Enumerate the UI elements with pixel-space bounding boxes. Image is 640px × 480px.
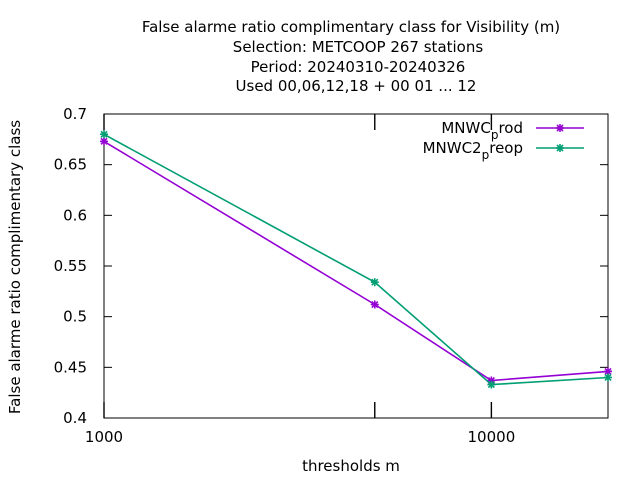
y-tick-label: 0.45 <box>54 358 87 376</box>
axis-ticks: 0.4 0.45 0.5 0.55 0.6 0.65 0.7 1000 10000 <box>54 105 608 446</box>
chart-title-line-1: False alarme ratio complimentary class f… <box>142 18 560 36</box>
data-point-series-2 <box>604 373 612 382</box>
chart-title-line-4: Used 00,06,12,18 + 00 01 ... 12 <box>236 77 477 95</box>
series-line-1 <box>103 140 609 382</box>
marker-stroke <box>100 130 108 138</box>
y-axis-label: False alarme ratio complimentary class <box>6 120 24 414</box>
data-point-series-2 <box>100 130 108 139</box>
legend-label-series-2: MNWC2preop <box>423 139 523 162</box>
x-tick-label: 1000 <box>85 428 123 446</box>
y-tick-label: 0.7 <box>63 105 87 123</box>
y-tick-label: 0.4 <box>63 409 87 427</box>
marker-stroke <box>100 137 108 145</box>
y-tick-label: 0.5 <box>63 308 87 326</box>
marker-stroke <box>556 144 564 152</box>
y-tick-label: 0.65 <box>54 156 87 174</box>
x-axis-label: thresholds m <box>302 457 400 475</box>
data-point-series-2 <box>370 278 379 287</box>
chart-title-line-3: Period: 20240310-20240326 <box>251 58 466 76</box>
marker-stroke <box>556 124 564 132</box>
plot-frame <box>103 113 609 419</box>
legend-label-series-1: MNWCprod <box>441 119 523 142</box>
data-point-series-1 <box>370 300 379 309</box>
series-layer <box>100 130 612 389</box>
x-tick-label: 10000 <box>468 428 516 446</box>
data-point-series-1 <box>604 367 612 376</box>
marker-stroke <box>604 367 612 375</box>
marker-stroke <box>371 300 379 309</box>
data-point-series-1 <box>100 137 108 146</box>
y-tick-label: 0.55 <box>54 257 87 275</box>
series-line-2 <box>103 133 609 386</box>
marker-stroke <box>487 380 495 389</box>
chart-title-line-2: Selection: METCOOP 267 stations <box>233 38 484 56</box>
marker-stroke <box>604 373 612 382</box>
legend-marker-series-1 <box>556 124 564 132</box>
y-tick-label: 0.6 <box>63 206 87 224</box>
legend-marker-series-2 <box>556 144 564 152</box>
marker-stroke <box>371 278 379 286</box>
data-point-series-2 <box>487 380 496 389</box>
